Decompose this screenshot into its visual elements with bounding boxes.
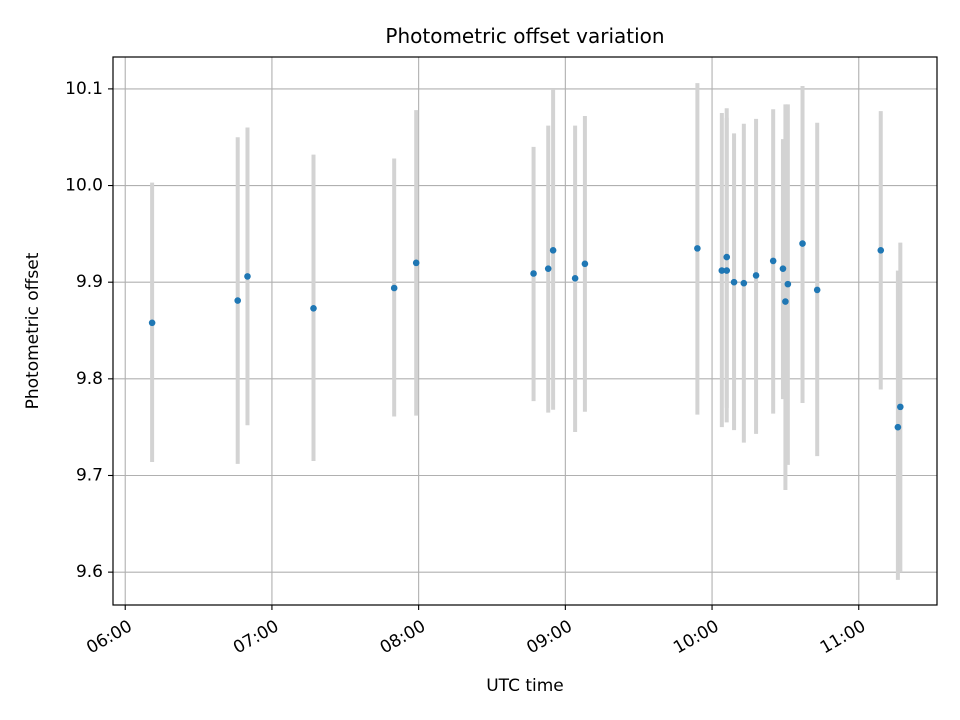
data-point [549,246,557,254]
data-point [412,259,420,267]
x-axis-ticks: 06:00 07:00 08:00 09:00 10:00 11:00 [83,605,869,658]
data-point [813,286,821,294]
data-point [234,297,242,304]
data-point [390,284,398,292]
x-tick-label: 08:00 [377,616,429,658]
data-point [694,245,701,252]
data-point [752,272,760,279]
data-point [723,267,731,274]
y-tick-label: 9.6 [76,562,103,582]
data-point [148,319,156,327]
data-point [581,260,589,268]
data-point [730,278,738,286]
y-tick-label: 9.8 [76,369,103,389]
chart-title: Photometric offset variation [385,24,664,48]
data-point [877,246,885,254]
y-axis-label: Photometric offset [23,252,43,409]
data-point [740,279,748,287]
data-point [769,257,777,265]
data-point [310,304,317,312]
y-axis-ticks: 9.6 9.7 9.8 9.9 10.0 10.1 [65,79,113,582]
plot-frame [112,56,938,606]
data-point [530,270,537,277]
y-tick-label: 9.7 [76,465,103,485]
x-tick-label: 07:00 [230,616,282,658]
y-tick-label: 10.1 [65,79,103,99]
y-tick-label: 9.9 [76,272,103,292]
x-tick-label: 06:00 [83,616,135,658]
data-point [571,275,579,282]
data-point [244,273,251,280]
data-point [723,253,731,261]
data-point [799,240,806,247]
plot-background [113,57,937,605]
x-tick-label: 10:00 [670,616,722,658]
data-point [544,265,552,272]
data-point [894,423,902,431]
data-point [784,280,792,288]
grid-lines [113,57,937,605]
x-axis-label: UTC time [486,676,564,696]
data-points [148,240,904,431]
data-point [779,265,787,272]
x-tick-label: 09:00 [523,616,575,658]
y-tick-label: 10.0 [65,176,103,196]
data-point [718,267,726,274]
data-point [897,403,904,411]
x-tick-label: 11:00 [817,616,869,658]
data-point [782,298,789,305]
